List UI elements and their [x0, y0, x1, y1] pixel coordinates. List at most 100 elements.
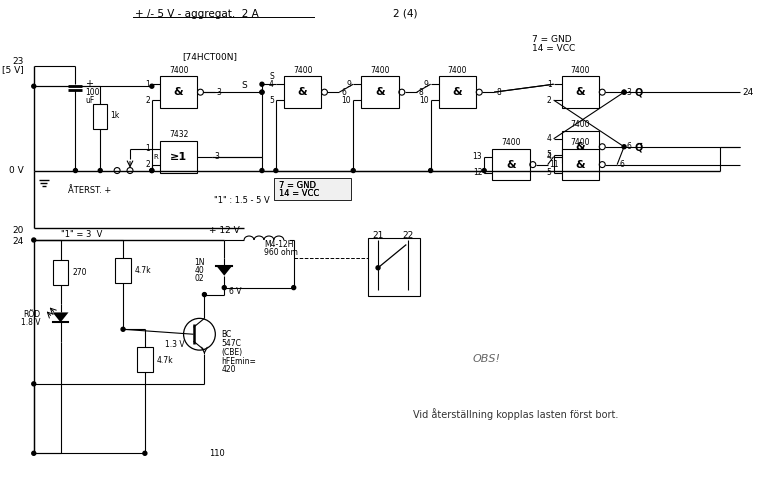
Bar — [439, 76, 477, 108]
Circle shape — [202, 293, 207, 296]
Circle shape — [150, 169, 154, 173]
Text: 100: 100 — [85, 87, 100, 97]
Text: 40: 40 — [195, 266, 204, 275]
Circle shape — [150, 169, 154, 173]
Text: 1N: 1N — [194, 258, 204, 267]
Text: 270: 270 — [72, 268, 87, 277]
Text: ÅTERST. +: ÅTERST. + — [68, 186, 112, 195]
Circle shape — [32, 84, 36, 88]
Text: &: & — [174, 87, 183, 97]
Bar — [160, 141, 198, 173]
Text: 8: 8 — [419, 87, 423, 97]
Text: + /- 5 V - aggregat.  2 A: + /- 5 V - aggregat. 2 A — [135, 9, 258, 19]
Text: &: & — [298, 87, 308, 97]
Text: BC: BC — [221, 330, 232, 339]
Text: 960 ohm: 960 ohm — [264, 249, 298, 257]
Bar — [283, 76, 321, 108]
Bar — [93, 104, 107, 129]
Polygon shape — [52, 313, 68, 322]
Text: RÖD: RÖD — [24, 310, 41, 319]
Text: "1" : 1.5 - 5 V: "1" : 1.5 - 5 V — [214, 196, 270, 205]
Text: 1.8 V: 1.8 V — [21, 318, 41, 327]
Circle shape — [32, 238, 36, 242]
Text: hFEmin=: hFEmin= — [221, 357, 256, 366]
Text: 7400: 7400 — [169, 66, 188, 75]
Text: 14 = VCC: 14 = VCC — [532, 44, 575, 53]
Text: Q: Q — [634, 87, 642, 97]
Text: &: & — [575, 160, 585, 170]
Circle shape — [74, 169, 78, 173]
Bar — [562, 76, 600, 108]
Circle shape — [32, 451, 36, 455]
Text: &: & — [575, 142, 585, 152]
Bar — [115, 258, 131, 282]
Text: + 12 V: + 12 V — [209, 226, 239, 235]
Text: 7432: 7432 — [169, 130, 188, 139]
Text: ≥1: ≥1 — [170, 152, 187, 162]
Text: +: + — [85, 79, 93, 89]
Text: 6: 6 — [626, 142, 631, 151]
Bar — [368, 238, 420, 295]
Text: 10: 10 — [419, 96, 429, 105]
Text: &: & — [575, 87, 585, 97]
Text: M4-12H: M4-12H — [264, 240, 293, 250]
Circle shape — [98, 169, 103, 173]
Circle shape — [32, 382, 36, 386]
Text: &: & — [375, 87, 385, 97]
Circle shape — [482, 169, 486, 173]
Text: 7400: 7400 — [370, 66, 390, 75]
Text: (CBE): (CBE) — [221, 348, 242, 357]
Text: 1: 1 — [145, 80, 150, 89]
Text: 7400: 7400 — [293, 66, 312, 75]
Text: 6: 6 — [619, 160, 624, 169]
Text: 2 (4): 2 (4) — [393, 9, 417, 19]
Text: 1: 1 — [547, 80, 552, 89]
Text: [74HCT00N]: [74HCT00N] — [182, 52, 237, 61]
Text: &: & — [453, 87, 462, 97]
Text: 13: 13 — [473, 152, 482, 161]
Text: 1: 1 — [145, 144, 150, 153]
Text: 4.7k: 4.7k — [157, 356, 173, 365]
Polygon shape — [217, 266, 233, 276]
Text: 110: 110 — [209, 449, 225, 458]
Text: 2: 2 — [145, 160, 150, 169]
Circle shape — [429, 169, 432, 173]
Circle shape — [622, 145, 626, 149]
Text: 4: 4 — [269, 80, 274, 89]
Text: 7400: 7400 — [502, 138, 521, 147]
Text: 24: 24 — [743, 87, 753, 97]
Text: 7400: 7400 — [571, 120, 591, 130]
Bar — [160, 76, 198, 108]
Text: 7 = GND: 7 = GND — [279, 181, 316, 190]
Text: 5: 5 — [546, 150, 552, 159]
Text: 14 = VCC: 14 = VCC — [279, 189, 319, 198]
Bar — [492, 149, 530, 181]
Bar — [274, 178, 351, 200]
Text: Q̅: Q̅ — [634, 143, 642, 153]
Circle shape — [260, 90, 264, 94]
Text: 20: 20 — [12, 226, 24, 235]
Text: R: R — [154, 153, 158, 160]
Text: 4.7k: 4.7k — [135, 266, 151, 275]
Text: 14 = VCC: 14 = VCC — [279, 189, 319, 198]
Text: 4: 4 — [546, 134, 552, 143]
Text: 7 = GND: 7 = GND — [532, 35, 572, 44]
Circle shape — [376, 266, 380, 270]
Circle shape — [622, 90, 626, 94]
Text: 3: 3 — [217, 87, 221, 97]
Text: Vid återställning kopplas lasten först bort.: Vid återställning kopplas lasten först b… — [413, 408, 618, 420]
Text: 6 V: 6 V — [230, 287, 242, 296]
Text: 24: 24 — [13, 238, 24, 247]
Circle shape — [222, 286, 226, 290]
Circle shape — [274, 169, 278, 173]
Text: uF: uF — [85, 96, 94, 105]
Bar — [562, 149, 600, 181]
Text: 0 V: 0 V — [9, 166, 24, 175]
Text: 12: 12 — [473, 168, 482, 177]
Text: 3: 3 — [626, 87, 631, 97]
Text: 3: 3 — [214, 152, 219, 161]
Text: 7 = GND: 7 = GND — [279, 181, 316, 190]
Circle shape — [260, 169, 264, 173]
Text: 5: 5 — [269, 96, 274, 105]
Text: 1.3 V: 1.3 V — [165, 340, 185, 348]
